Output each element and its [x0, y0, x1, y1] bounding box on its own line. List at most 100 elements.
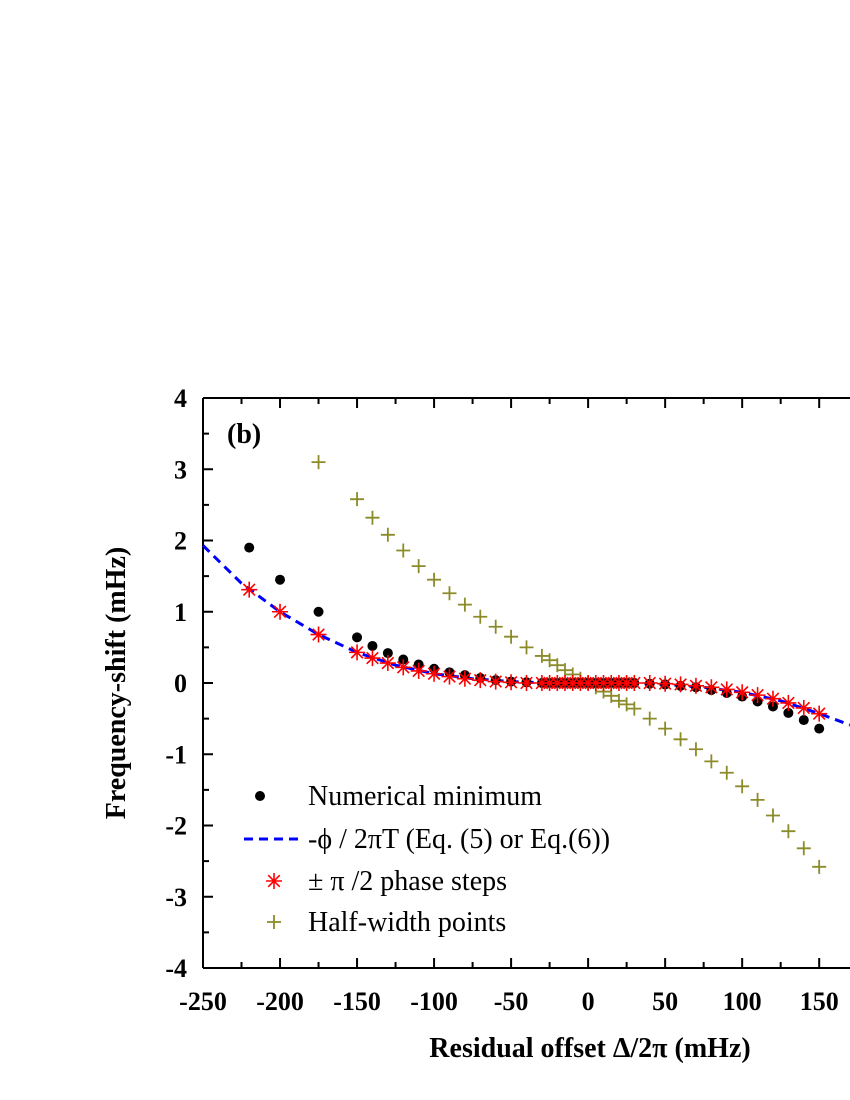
halfwidth-point [473, 609, 488, 624]
phase-step-point [641, 675, 658, 691]
x-tick-label: -50 [494, 987, 529, 1016]
halfwidth-point [411, 559, 426, 574]
y-tick-label: -3 [165, 883, 187, 912]
halfwidth-point [735, 779, 750, 794]
y-tick-label: 1 [174, 598, 187, 627]
halfwidth-point [504, 629, 519, 644]
halfwidth-point [365, 510, 380, 525]
phase-step-point [734, 684, 751, 701]
numerical-minimum-point [798, 715, 809, 726]
halfwidth-point [442, 586, 457, 601]
phase-step-point [441, 668, 458, 685]
halfwidth-point [627, 701, 642, 716]
legend-dot-symbol [255, 791, 265, 801]
ticks: -250 -200 -150 -100 -50 0 50 100 150 4 3 2 1 0 -1 -2 -3 -… [165, 384, 838, 1016]
halfwidth-point [765, 808, 780, 823]
phase-step-point [518, 675, 535, 691]
halfwidth-point [380, 527, 395, 542]
halfwidth-point [781, 824, 796, 839]
halfwidth-point [542, 653, 557, 668]
halfwidth-point [519, 640, 534, 655]
halfwidth-point [719, 765, 734, 780]
numerical-minimum-point [783, 707, 794, 718]
phase-step-point [379, 655, 396, 672]
numerical-minimum-point [382, 648, 393, 659]
phase-step-point [795, 699, 812, 716]
y-tick-label: 4 [174, 384, 187, 413]
y-tick-label: -2 [165, 812, 187, 841]
phase-step-point [241, 581, 258, 598]
legend: Numerical minimum -ϕ / 2πT (Eq. (5) or Eq… [244, 781, 610, 938]
legend-label: Numerical minimum [308, 781, 542, 812]
halfwidth-point [534, 648, 549, 663]
y-axis-label: Frequency-shift (mHz) [101, 547, 132, 819]
phase-step-point [811, 705, 828, 722]
x-tick-label: -100 [410, 987, 458, 1016]
numerical-minimum-point [352, 632, 363, 643]
halfwidth-point [619, 697, 634, 712]
x-tick-label: 50 [652, 987, 678, 1016]
x-tick-label: 150 [800, 987, 839, 1016]
phase-step-point [472, 672, 489, 689]
legend-asterisk-symbol [266, 873, 282, 889]
x-tick-label: -150 [333, 987, 381, 1016]
phase-step-point [780, 694, 797, 711]
numerical-minimum-point [367, 640, 378, 651]
phase-step-point [672, 676, 689, 693]
halfwidth-point [750, 792, 765, 807]
halfwidth-point [688, 742, 703, 757]
phase-step-point [749, 687, 766, 704]
x-tick-label: 100 [723, 987, 762, 1016]
phase-step-point [310, 626, 327, 643]
halfwidth-point [658, 721, 673, 736]
halfwidth-point [611, 693, 626, 708]
numerical-minimum-point [275, 574, 286, 585]
panel-label: (b) [227, 419, 261, 450]
phase-step-point [764, 690, 781, 707]
phase-step-point [410, 662, 427, 679]
halfwidth-point [457, 597, 472, 612]
phase-step-point [349, 644, 366, 661]
phase-step-point [703, 679, 720, 696]
data-points-layer [241, 455, 828, 874]
halfwidth-point [427, 572, 442, 587]
legend-label: ± π /2 phase steps [308, 866, 507, 897]
numerical-minimum-point [313, 606, 324, 617]
halfwidth-point [550, 658, 565, 673]
x-axis-label: Residual offset Δ/2π (mHz) [429, 1033, 750, 1064]
halfwidth-point [604, 688, 619, 703]
halfwidth-point [350, 492, 365, 507]
fit-curve-layer [201, 544, 850, 727]
legend-label: Half-width points [308, 907, 506, 938]
phase-step-point [487, 673, 504, 690]
halfwidth-point [812, 859, 827, 874]
phase-step-point [395, 659, 412, 676]
y-tick-label: 3 [174, 455, 187, 484]
halfwidth-point [488, 619, 503, 634]
x-tick-label: 0 [582, 987, 595, 1016]
phase-step-point [657, 675, 674, 692]
phase-step-point [718, 681, 735, 698]
legend-label: -ϕ / 2πT (Eq. (5) or Eq.(6)) [308, 824, 610, 855]
halfwidth-point [311, 455, 326, 470]
phase-step-point [364, 650, 381, 667]
phase-step-point [426, 665, 443, 682]
numerical-minimum-point [814, 723, 825, 734]
y-tick-label: 0 [174, 669, 187, 698]
x-tick-label: -250 [179, 987, 227, 1016]
phase-step-point [503, 674, 520, 691]
halfwidth-point [642, 711, 657, 726]
y-tick-label: -4 [165, 954, 187, 983]
y-tick-label: -1 [165, 740, 187, 769]
phase-step-point [456, 670, 473, 687]
halfwidth-point [558, 663, 573, 678]
halfwidth-point [673, 732, 688, 747]
fit-curve-line [201, 544, 850, 727]
numerical-minimum-point [244, 542, 255, 553]
halfwidth-point [704, 754, 719, 769]
x-tick-label: -200 [256, 987, 304, 1016]
phase-step-point [626, 675, 643, 691]
phase-step-point [272, 603, 289, 620]
halfwidth-point [396, 543, 411, 558]
